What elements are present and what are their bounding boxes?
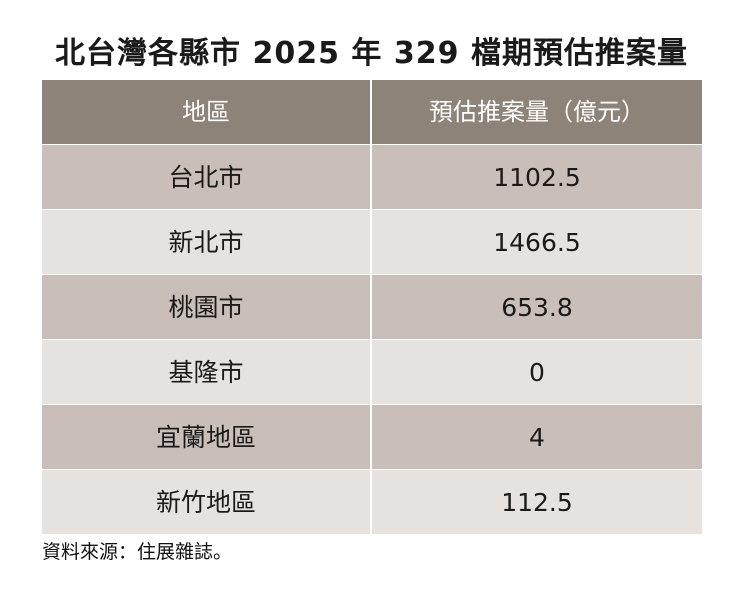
data-table: 地區 預估推案量（億元） 台北市 1102.5 新北市 1466.5 桃園市 6… (42, 80, 702, 534)
region-cell: 台北市 (42, 145, 370, 209)
region-cell: 基隆市 (42, 340, 370, 404)
table-row: 宜蘭地區 4 (42, 405, 702, 469)
table-row: 桃園市 653.8 (42, 275, 702, 339)
region-cell: 桃園市 (42, 275, 370, 339)
volume-cell: 1102.5 (372, 145, 702, 209)
region-cell: 新竹地區 (42, 470, 370, 534)
volume-cell: 0 (372, 340, 702, 404)
table-row: 台北市 1102.5 (42, 145, 702, 209)
table-title: 北台灣各縣市 2025 年 329 檔期預估推案量 (55, 36, 688, 71)
column-header-region: 地區 (42, 80, 370, 144)
table-row: 新竹地區 112.5 (42, 470, 702, 534)
volume-cell: 112.5 (372, 470, 702, 534)
region-cell: 新北市 (42, 210, 370, 274)
volume-cell: 653.8 (372, 275, 702, 339)
table-row: 基隆市 0 (42, 340, 702, 404)
table-header-row: 地區 預估推案量（億元） (42, 80, 702, 144)
table-row: 新北市 1466.5 (42, 210, 702, 274)
source-note: 資料來源：住展雜誌。 (42, 541, 233, 563)
volume-cell: 4 (372, 405, 702, 469)
volume-cell: 1466.5 (372, 210, 702, 274)
column-header-volume: 預估推案量（億元） (372, 80, 702, 144)
region-cell: 宜蘭地區 (42, 405, 370, 469)
